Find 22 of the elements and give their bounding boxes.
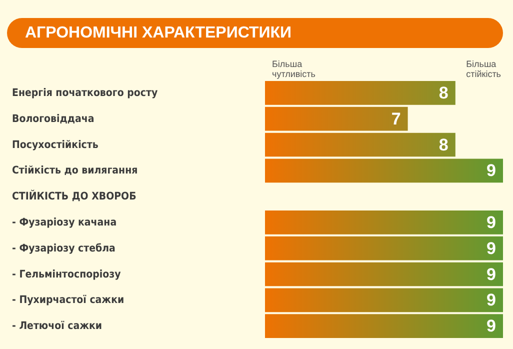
y-tick-label: СТІЙКІСТЬ ДО ХВОРОБ xyxy=(12,190,136,203)
chart-title: АГРОНОМІЧНІ ХАРАКТЕРИСТИКИ xyxy=(25,24,292,42)
data-label: 9 xyxy=(486,238,496,258)
y-tick-label: Стійкість до вилягання xyxy=(12,164,138,177)
y-tick-label: - Фузаріозу качана xyxy=(12,216,117,228)
text: Більша стійкість xyxy=(466,59,502,79)
data-label: 9 xyxy=(486,316,496,336)
text: Більша чутливість xyxy=(272,59,316,79)
y-tick-label: Вологовіддача xyxy=(12,112,94,125)
data-label: 9 xyxy=(486,290,496,310)
data-label: 8 xyxy=(438,135,448,154)
data-label: 8 xyxy=(438,83,448,102)
data-label: 9 xyxy=(486,264,496,284)
y-tick-label: - Гельмінтоспоріозу xyxy=(12,268,121,280)
y-tick-label: Посухостійкість xyxy=(12,138,98,151)
y-tick-label: - Летючої сажки xyxy=(12,320,102,332)
y-tick-label: Енергія початкового росту xyxy=(12,86,158,99)
data-label: 7 xyxy=(391,109,401,128)
data-label: 9 xyxy=(486,161,496,180)
y-tick-label: - Фузаріозу стебла xyxy=(12,242,116,254)
y-tick-label: - Пухирчастої сажки xyxy=(12,294,124,306)
data-label: 9 xyxy=(486,212,496,232)
